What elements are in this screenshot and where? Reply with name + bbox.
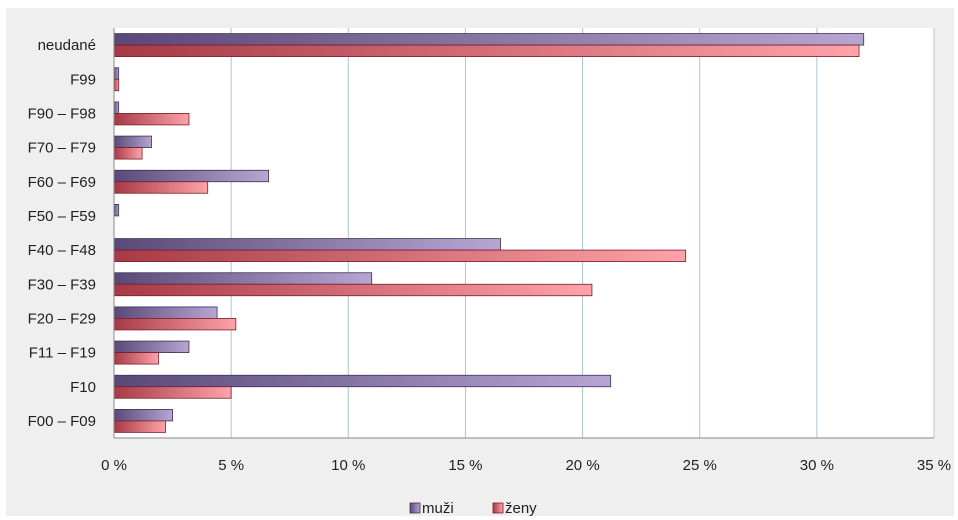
- bar-men: [113, 238, 501, 251]
- plot-area: [114, 28, 934, 438]
- category-label: F00 – F09: [28, 413, 96, 430]
- bar-women: [113, 283, 593, 297]
- category-label: F70 – F79: [28, 140, 96, 157]
- x-tick-label: 5 %: [218, 457, 244, 474]
- legend-label-men: muži: [422, 500, 454, 517]
- category-label: F99: [70, 71, 96, 88]
- bar-women: [113, 386, 232, 399]
- bar-men: [113, 409, 173, 422]
- bar-men: [113, 374, 612, 388]
- legend-label-women: ženy: [505, 500, 537, 517]
- category-label: F90 – F98: [28, 105, 96, 122]
- bar-men: [113, 33, 865, 46]
- bar-women: [113, 181, 209, 194]
- bar-men: [113, 135, 152, 148]
- x-tick-label: 30 %: [800, 457, 834, 474]
- legend-swatch-women: [492, 502, 504, 514]
- bar-women: [113, 318, 237, 331]
- category-label: F40 – F48: [28, 242, 96, 259]
- x-tick-label: 10 %: [331, 457, 365, 474]
- category-label: neudané: [38, 37, 96, 54]
- bar-men: [113, 204, 120, 217]
- category-label: F50 – F59: [28, 208, 96, 225]
- bar-women: [113, 113, 190, 126]
- x-tick-label: 25 %: [683, 457, 717, 474]
- bar-men: [113, 169, 270, 183]
- category-label: F11 – F19: [29, 345, 96, 362]
- x-tick-label: 15 %: [448, 457, 482, 474]
- x-tick-label: 20 %: [565, 457, 599, 474]
- bar-women: [113, 420, 166, 433]
- bar-women: [113, 44, 860, 57]
- bar-women: [113, 78, 120, 92]
- bar-men: [113, 272, 373, 285]
- bar-women: [113, 147, 143, 160]
- bar-men: [113, 306, 218, 319]
- bar-women: [113, 352, 159, 365]
- legend-swatch-men: [409, 502, 421, 514]
- category-label: F20 – F29: [28, 310, 96, 327]
- bar-men: [113, 67, 120, 80]
- bar-men: [113, 101, 120, 114]
- bar-women: [113, 249, 687, 262]
- bar-men: [113, 340, 190, 353]
- category-label: F30 – F39: [28, 276, 96, 293]
- category-label: F60 – F69: [28, 174, 96, 191]
- x-tick-label: 0 %: [101, 457, 127, 474]
- x-tick-label: 35 %: [917, 457, 951, 474]
- category-label: F10: [70, 379, 96, 396]
